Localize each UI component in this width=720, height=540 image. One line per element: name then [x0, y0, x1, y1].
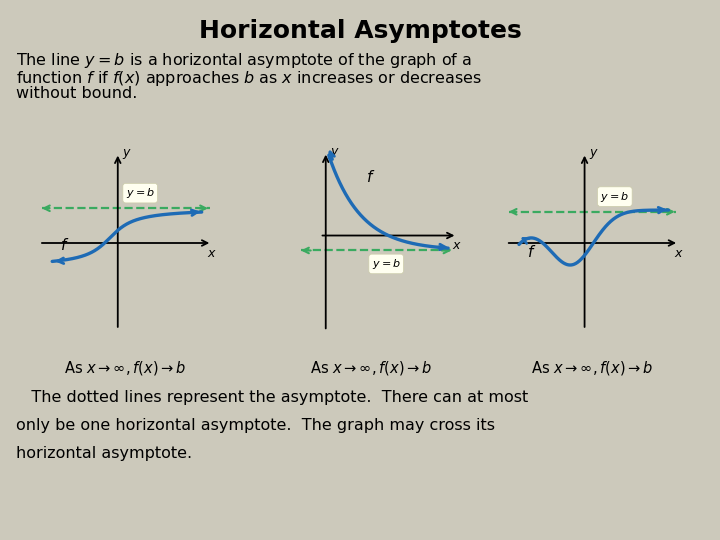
Text: Horizontal Asymptotes: Horizontal Asymptotes: [199, 19, 521, 43]
Text: horizontal asymptote.: horizontal asymptote.: [16, 446, 192, 461]
Text: $y = b$: $y = b$: [126, 186, 155, 200]
Text: $y$: $y$: [330, 146, 340, 160]
Text: $f$: $f$: [366, 168, 375, 185]
Text: $y = b$: $y = b$: [600, 190, 629, 204]
Text: $y$: $y$: [122, 147, 132, 161]
Text: $y$: $y$: [588, 147, 598, 161]
Text: As $x \rightarrow \infty, f(x) \rightarrow b$: As $x \rightarrow \infty, f(x) \rightarr…: [310, 359, 433, 377]
Text: The dotted lines represent the asymptote.  There can at most: The dotted lines represent the asymptote…: [16, 390, 528, 405]
Text: $f$: $f$: [60, 237, 69, 253]
Text: function $f$ if $f(x)$ approaches $b$ as $x$ increases or decreases: function $f$ if $f(x)$ approaches $b$ as…: [16, 69, 482, 87]
Text: only be one horizontal asymptote.  The graph may cross its: only be one horizontal asymptote. The gr…: [16, 418, 495, 433]
Text: $x$: $x$: [674, 247, 684, 260]
Text: $x$: $x$: [452, 239, 462, 252]
Text: $x$: $x$: [207, 247, 217, 260]
Text: without bound.: without bound.: [16, 86, 138, 101]
Text: The line $y = b$ is a horizontal asymptote of the graph of a: The line $y = b$ is a horizontal asympto…: [16, 51, 472, 70]
Text: As $x \rightarrow \infty, f(x) \rightarrow b$: As $x \rightarrow \infty, f(x) \rightarr…: [531, 359, 654, 377]
Text: $f$: $f$: [527, 244, 536, 260]
Text: As $x \rightarrow \infty, f(x) \rightarrow b$: As $x \rightarrow \infty, f(x) \rightarr…: [65, 359, 186, 377]
Text: $y = b$: $y = b$: [372, 257, 401, 271]
